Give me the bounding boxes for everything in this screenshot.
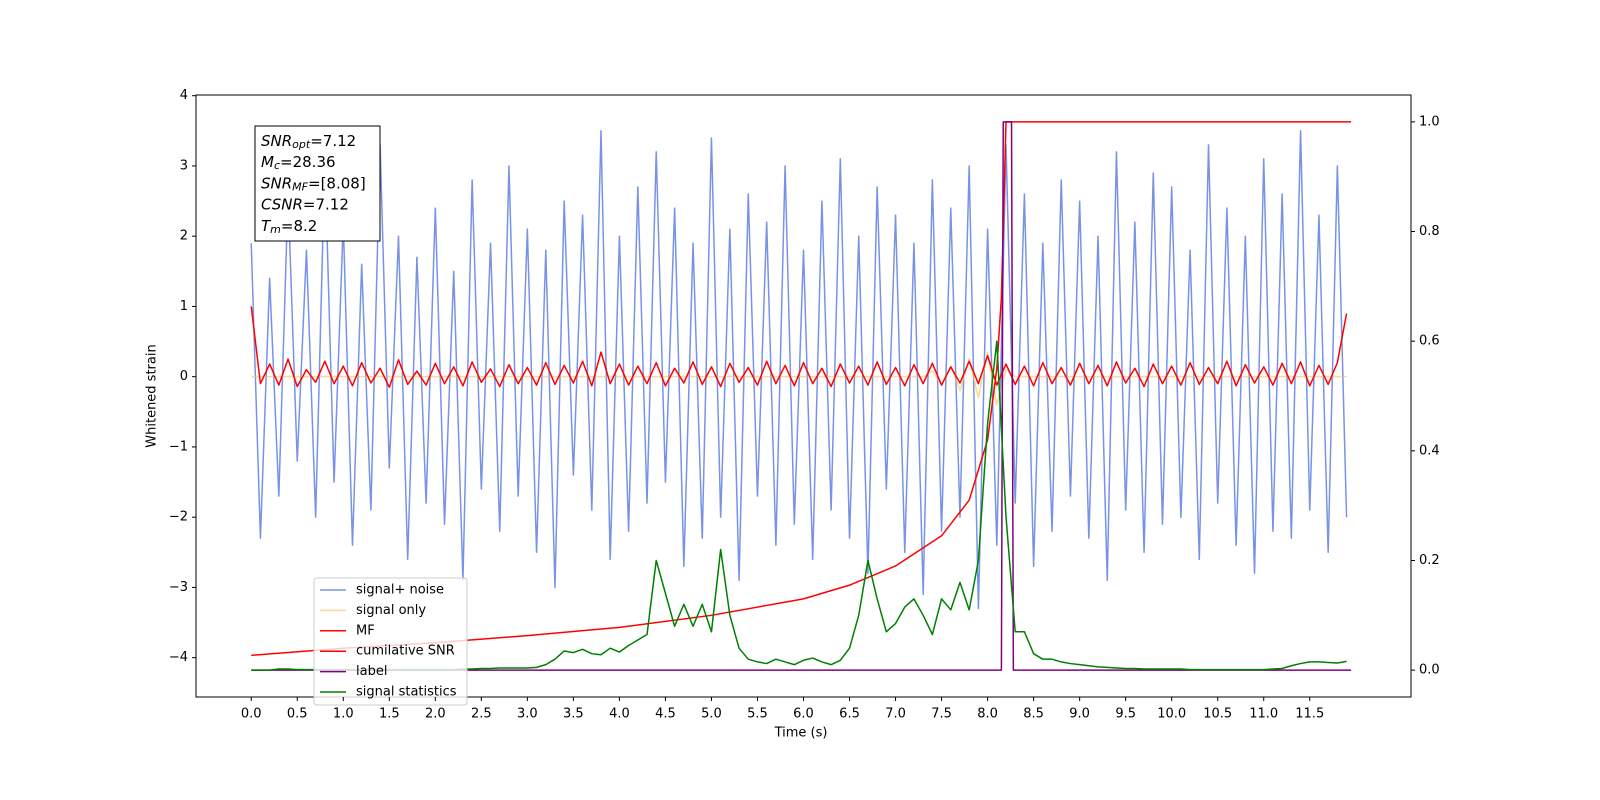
annotation-symbol: CSNR — [261, 195, 303, 213]
legend-label: signal+ noise — [356, 583, 444, 598]
legend-label: cumilative SNR — [356, 644, 455, 659]
y-tick-label: 2 — [180, 229, 188, 244]
legend-label: signal statistics — [356, 685, 457, 700]
annotation-symbol: SNR — [261, 132, 292, 150]
y-tick-label: 1 — [180, 299, 188, 314]
annotation-line: CSNR=7.12 — [261, 195, 349, 213]
y2-tick-label: 0.0 — [1419, 663, 1440, 678]
y2-tick-label: 0.4 — [1419, 443, 1440, 458]
x-tick-label: 4.5 — [655, 707, 676, 722]
series-line — [251, 121, 1352, 657]
x-tick-label: 1.5 — [379, 707, 400, 722]
x-tick-label: 2.0 — [425, 707, 446, 722]
series-line — [250, 306, 1348, 388]
annotation-symbol: M — [261, 153, 274, 171]
x-axis-label: Time (s) — [774, 726, 828, 741]
x-tick-label: 2.5 — [471, 707, 492, 722]
series-line — [250, 130, 1348, 610]
x-tick-label: 9.5 — [1115, 707, 1136, 722]
x-tick-label: 0.0 — [241, 707, 262, 722]
x-tick-label: 7.0 — [885, 707, 906, 722]
x-tick-label: 10.0 — [1157, 707, 1186, 722]
x-tick-label: 9.0 — [1069, 707, 1090, 722]
legend-label: label — [356, 664, 387, 679]
annotation-line: SNRMF=[8.08] — [261, 174, 366, 194]
y-tick-label: −3 — [169, 580, 188, 595]
legend-label: MF — [356, 623, 375, 638]
x-tick-label: 11.5 — [1295, 707, 1324, 722]
x-tick-label: 10.5 — [1203, 707, 1232, 722]
y2-tick-label: 0.2 — [1419, 553, 1440, 568]
x-tick-label: 8.5 — [1023, 707, 1044, 722]
x-tick-label: 5.0 — [701, 707, 722, 722]
x-tick-label: 1.0 — [333, 707, 354, 722]
x-tick-label: 5.5 — [747, 707, 768, 722]
annotation-line: Tm=8.2 — [261, 216, 317, 236]
y-tick-label: −4 — [169, 650, 188, 665]
annotation-value: =7.12 — [310, 132, 356, 150]
annotation-value: =[8.08] — [308, 174, 366, 192]
annotation-symbol: T — [261, 216, 272, 234]
annotation-symbol: SNR — [261, 174, 292, 192]
y-axis-label: Whitened strain — [145, 344, 160, 447]
x-tick-label: 0.5 — [287, 707, 308, 722]
annotation-value: =8.2 — [281, 216, 317, 234]
y-tick-label: 0 — [180, 369, 188, 384]
annotation-subscript: MF — [292, 180, 308, 193]
annotation-subscript: c — [274, 159, 280, 172]
annotation-value: =28.36 — [280, 153, 336, 171]
y-tick-label: 3 — [180, 158, 188, 173]
legend: signal+ noise signal only MF cumilative SNR… — [313, 577, 468, 706]
y-tick-label: −2 — [169, 510, 188, 525]
x-tick-label: 6.5 — [839, 707, 860, 722]
annotation-subscript: opt — [292, 138, 311, 151]
x-tick-label: 4.0 — [609, 707, 630, 722]
legend-frame — [313, 577, 468, 706]
annotation-frame — [254, 125, 381, 242]
annotation-line: SNRopt=7.12 — [261, 132, 356, 152]
series-line — [251, 121, 1352, 671]
x-tick-label: 6.0 — [793, 707, 814, 722]
x-tick-label: 3.0 — [517, 707, 538, 722]
y2-tick-label: 1.0 — [1419, 114, 1440, 129]
x-tick-label: 3.5 — [563, 707, 584, 722]
annotation-line: Mc=28.36 — [261, 153, 336, 173]
x-tick-label: 8.0 — [977, 707, 998, 722]
x-tick-label: 11.0 — [1249, 707, 1278, 722]
legend-label: signal only — [356, 603, 426, 618]
annotation-value: =7.12 — [303, 195, 349, 213]
y-tick-label: 4 — [180, 88, 188, 103]
series-line — [251, 351, 1347, 406]
x-tick-label: 7.5 — [931, 707, 952, 722]
y2-tick-label: 0.6 — [1419, 334, 1440, 349]
y-tick-label: −1 — [169, 439, 188, 454]
annotation-box: SNRopt=7.12Mc=28.36SNRMF=[8.08]CSNR=7.12… — [254, 125, 381, 242]
y2-tick-label: 0.8 — [1419, 224, 1440, 239]
annotation-subscript: m — [270, 223, 281, 236]
